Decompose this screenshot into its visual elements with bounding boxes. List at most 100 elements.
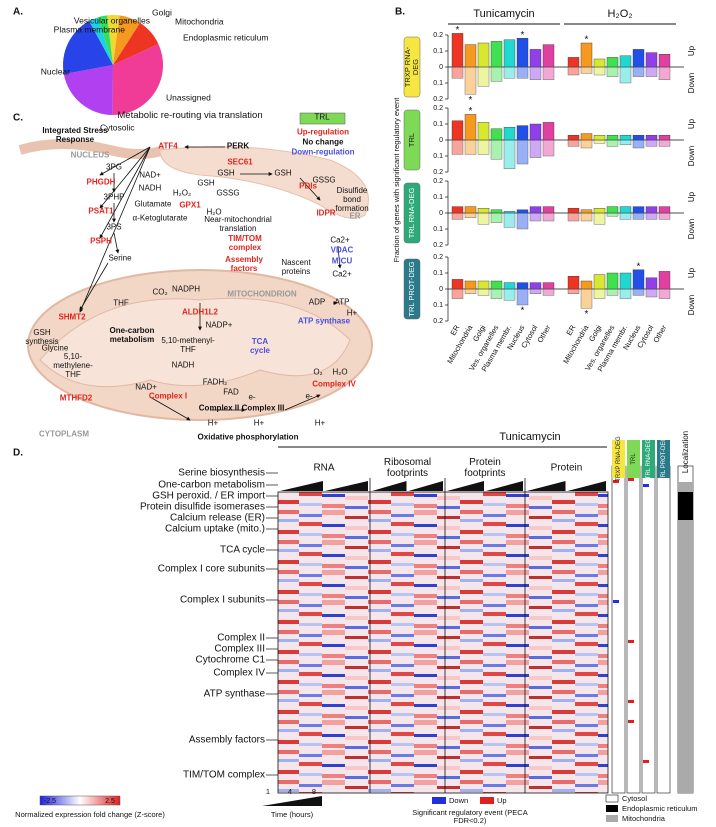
row-label: Protein disulfide isomerases: [139, 501, 265, 513]
row-label: Serine biosynthesis: [178, 467, 265, 479]
event-legend-item: Up: [497, 796, 507, 805]
diagram-title: Metabolic re-routing via translation: [117, 109, 263, 121]
bar-up: [593, 134, 606, 141]
diagram-node: NADP+: [205, 320, 233, 330]
y-axis-label: Fraction of genes with significant regul…: [392, 97, 402, 263]
bar-up: [516, 38, 529, 68]
bar-up: [580, 42, 593, 68]
heatmap-cells: [278, 492, 608, 793]
bar-down: [529, 66, 542, 81]
diagram-node: H₂O: [206, 207, 222, 217]
row-label: TCA cycle: [219, 544, 265, 556]
y-tick-label: 0.1: [433, 121, 443, 128]
bar-down: [619, 139, 632, 146]
bar-down: [580, 66, 593, 74]
bar-up: [632, 134, 645, 141]
colorbar-label: Normalized expression fold change (Z-sco…: [15, 809, 165, 819]
diagram-node: NADPH: [171, 284, 201, 294]
diagram-node: PDIs: [299, 181, 317, 191]
diagram-node: ATF4: [158, 141, 178, 151]
diagram-node: H+: [253, 418, 265, 428]
column-title: RNA: [313, 462, 335, 474]
category-label: Other: [535, 323, 552, 344]
pie-label: Mitochondria: [175, 16, 224, 26]
up-label: Up: [687, 45, 696, 56]
bar-up: [542, 282, 555, 290]
star: *: [521, 30, 525, 41]
bar-up: [567, 276, 580, 290]
diagram-node: MITOCHONDRION: [227, 289, 297, 299]
diagram-node: TCA cycle: [249, 337, 271, 355]
panel-badge: [403, 36, 421, 98]
bar-down: [529, 139, 542, 158]
pie-slice: [63, 21, 113, 75]
diagram-node: H₂O: [332, 367, 348, 377]
diagram-node: Serine: [108, 253, 132, 263]
bar-up: [451, 206, 464, 214]
star: *: [585, 35, 589, 46]
bar-down: [593, 288, 606, 299]
y-tick-label: 0: [439, 286, 443, 293]
localization-title: Localization: [680, 430, 690, 474]
diagram-node: PSAT1: [88, 206, 114, 216]
bar-down: [593, 212, 606, 225]
y-tick-label: 0.2: [433, 242, 443, 249]
heatmap-title: Tunicamycin: [499, 430, 561, 443]
event-badge: [612, 440, 625, 478]
bar-up: [567, 207, 580, 214]
bar-up: [477, 122, 490, 141]
down-label: Down: [687, 73, 696, 93]
legend-title: TRL: [314, 112, 330, 122]
diagram-node: PERK: [226, 141, 250, 151]
bar-up: [490, 128, 503, 141]
diagram-node: Complex II: [198, 403, 240, 413]
bar-up: [503, 211, 516, 214]
bar-up: [619, 272, 632, 290]
localization-item: Cytosol: [622, 794, 647, 803]
bar-down: [645, 66, 658, 77]
bar-up: [529, 123, 542, 141]
bar-down: [490, 288, 503, 299]
pie-label: Vesicular organelles: [74, 15, 150, 25]
bar-down: [619, 212, 632, 220]
bar-up: [632, 269, 645, 290]
time-triangle: [325, 481, 368, 491]
diagram-node: MTHFD2: [59, 393, 93, 403]
legend-up-swatch: [480, 797, 494, 804]
bar-down: [542, 288, 555, 296]
star: *: [521, 306, 525, 317]
panel-badge: [403, 109, 421, 171]
legend-item: Up-regulation: [297, 127, 349, 137]
pie-label: Nuclear: [41, 66, 70, 76]
bar-up: [580, 133, 593, 141]
y-tick-label: 0.1: [433, 153, 443, 160]
pie-slice: [113, 15, 141, 65]
bar-up: [464, 206, 477, 214]
diagram-node: CYTOPLASM: [38, 429, 90, 439]
diagram-node: MICU: [331, 256, 353, 266]
bar-up: [658, 54, 671, 68]
diagram-node: IDPR: [316, 208, 336, 218]
row-label: TIM/TOM complex: [182, 769, 265, 781]
bar-down: [503, 288, 516, 301]
panel-label: C.: [13, 112, 23, 124]
bar-up: [503, 126, 516, 141]
bar-down: [490, 139, 503, 160]
heatmap-dividers: [277, 478, 609, 794]
bar-up: [645, 134, 658, 141]
diagram-node: Assembly factors: [225, 255, 263, 273]
bar-up: [451, 33, 464, 68]
bar-up: [516, 209, 529, 214]
row-label: Assembly factors: [188, 734, 265, 746]
row-label: Complex IV: [213, 667, 265, 679]
diagram-node: α-Ketoglutarate: [132, 213, 188, 223]
bar-up: [593, 58, 606, 68]
row-label: Complex I subunits: [179, 594, 265, 606]
y-tick-label: 0.2: [433, 169, 443, 176]
y-tick-label: 0.1: [433, 270, 443, 277]
event-column-title: TRL RNA-DEG: [645, 438, 652, 480]
bar-up: [542, 44, 555, 68]
diagram-node: e-: [248, 392, 256, 402]
down-label: Down: [687, 295, 696, 315]
legend-item: Down-regulation: [291, 147, 355, 157]
